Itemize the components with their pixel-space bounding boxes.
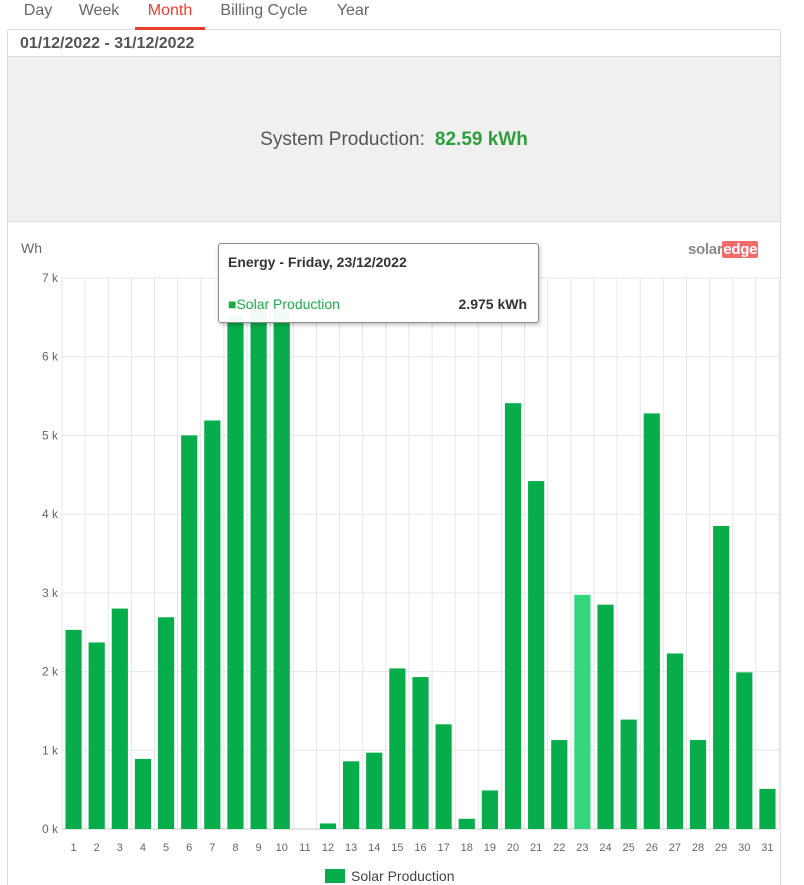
- y-tick-label: 2 k: [42, 665, 59, 679]
- bar-day-9[interactable]: [250, 309, 267, 829]
- x-tick-label: 19: [484, 842, 496, 854]
- tab-day[interactable]: Day: [23, 2, 53, 19]
- bar-day-23[interactable]: [574, 594, 591, 829]
- bar-day-29[interactable]: [713, 525, 730, 829]
- x-tick-label: 14: [368, 842, 380, 854]
- bar-day-30[interactable]: [736, 672, 753, 829]
- x-tick-label: 7: [209, 842, 215, 854]
- summary-line: System Production: 82.59 kWh: [8, 129, 780, 151]
- x-tick-label: 12: [322, 842, 334, 854]
- x-tick-label: 6: [186, 842, 192, 854]
- x-tick-label: 26: [646, 842, 658, 854]
- bar-day-18[interactable]: [458, 818, 475, 829]
- bar-day-27[interactable]: [666, 653, 684, 829]
- x-tick-label: 8: [232, 842, 238, 854]
- content-panel: [7, 30, 781, 885]
- x-tick-label: 11: [299, 842, 310, 854]
- x-tick-label: 15: [391, 842, 403, 854]
- logo-part-edge: edge: [722, 241, 759, 258]
- y-tick-label: 7 k: [42, 271, 59, 285]
- bar-day-28[interactable]: [689, 740, 707, 829]
- logo-part-solar: solar: [688, 241, 723, 258]
- tooltip-series-marker: ■: [228, 296, 237, 312]
- bar-day-24[interactable]: [597, 604, 614, 829]
- y-tick-label: 6 k: [42, 350, 59, 364]
- x-tick-label: 22: [553, 842, 565, 854]
- bar-day-5[interactable]: [157, 617, 175, 829]
- y-tick-label: 0 k: [42, 822, 59, 836]
- tooltip-series: ■Solar Production: [228, 296, 340, 312]
- legend-item-solar-production[interactable]: Solar Production: [325, 867, 455, 885]
- bar-day-6[interactable]: [181, 435, 198, 829]
- bar-day-31[interactable]: [759, 788, 776, 829]
- x-tick-label: 16: [414, 842, 426, 854]
- x-tick-label: 31: [761, 842, 773, 854]
- bar-day-8[interactable]: [227, 316, 244, 829]
- x-tick-label: 5: [163, 842, 169, 854]
- bar-day-7[interactable]: [204, 420, 221, 829]
- bar-day-26[interactable]: [643, 413, 660, 829]
- solaredge-logo: solaredge: [688, 241, 759, 258]
- x-tick-label: 30: [738, 842, 750, 854]
- chart-tooltip: Energy - Friday, 23/12/2022 ■Solar Produ…: [218, 243, 539, 323]
- x-tick-label: 18: [461, 842, 473, 854]
- tab-month[interactable]: Month: [135, 0, 205, 30]
- x-tick-label: 28: [692, 842, 704, 854]
- bar-day-20[interactable]: [504, 403, 522, 829]
- x-tick-label: 21: [530, 842, 542, 854]
- bar-day-16[interactable]: [412, 677, 429, 829]
- summary-value: 82.59 kWh: [434, 129, 528, 150]
- x-tick-label: 13: [345, 842, 357, 854]
- y-tick-label: 3 k: [42, 586, 59, 600]
- x-tick-label: 29: [715, 842, 727, 854]
- bar-day-2[interactable]: [88, 642, 105, 829]
- tab-billing-cycle[interactable]: Billing Cycle: [220, 2, 308, 19]
- bar-day-21[interactable]: [528, 481, 545, 829]
- bar-day-22[interactable]: [551, 740, 568, 829]
- legend-swatch: [325, 869, 345, 883]
- x-tick-label: 20: [507, 842, 519, 854]
- x-tick-label: 17: [438, 842, 450, 854]
- x-tick-label: 24: [599, 842, 611, 854]
- y-axis-unit: Wh: [21, 240, 42, 256]
- y-tick-label: 1 k: [42, 743, 59, 757]
- bar-day-1[interactable]: [65, 629, 82, 829]
- x-tick-label: 3: [117, 842, 123, 854]
- bar-day-19[interactable]: [481, 790, 498, 829]
- x-tick-label: 9: [256, 842, 262, 854]
- tab-year[interactable]: Year: [336, 2, 370, 19]
- x-tick-label: 23: [576, 842, 588, 854]
- tab-week[interactable]: Week: [78, 2, 120, 19]
- y-tick-label: 4 k: [42, 507, 59, 521]
- bar-day-4[interactable]: [134, 758, 152, 829]
- bar-day-25[interactable]: [620, 719, 637, 829]
- bar-day-10[interactable]: [273, 309, 290, 829]
- bar-day-15[interactable]: [389, 668, 406, 829]
- x-tick-label: 25: [623, 842, 635, 854]
- period-tabs: Day Week Month Billing Cycle Year: [8, 0, 780, 30]
- bar-day-13[interactable]: [343, 761, 360, 829]
- summary-label: System Production:: [260, 129, 425, 150]
- bar-day-17[interactable]: [435, 724, 452, 829]
- bar-day-3[interactable]: [111, 608, 128, 829]
- x-tick-label: 2: [94, 842, 100, 854]
- tooltip-series-label: Solar Production: [236, 296, 340, 312]
- summary-box: System Production: 82.59 kWh: [8, 56, 780, 222]
- tooltip-value: 2.975 kWh: [458, 296, 527, 312]
- x-tick-label: 1: [71, 842, 77, 854]
- tooltip-title: Energy - Friday, 23/12/2022: [228, 254, 407, 270]
- x-tick-label: 10: [276, 842, 288, 854]
- x-tick-label: 27: [669, 842, 681, 854]
- y-tick-label: 5 k: [42, 428, 59, 442]
- bar-day-12[interactable]: [319, 823, 337, 829]
- bar-day-14[interactable]: [366, 752, 383, 829]
- x-tick-label: 4: [140, 842, 146, 854]
- date-range: 01/12/2022 - 31/12/2022: [20, 35, 195, 52]
- legend-label: Solar Production: [351, 868, 455, 884]
